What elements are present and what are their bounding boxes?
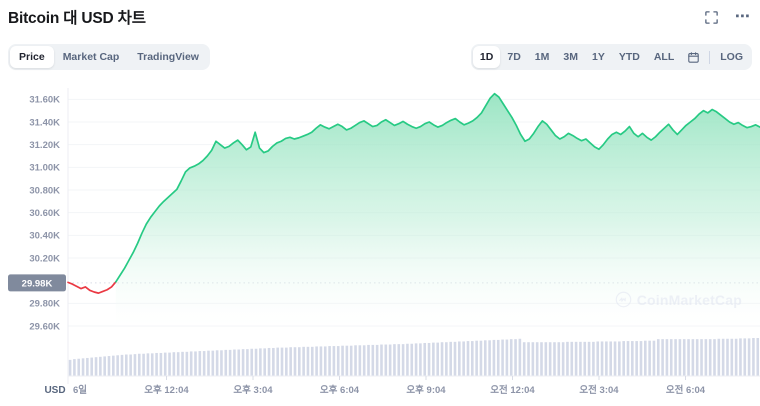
range-7d[interactable]: 7D — [507, 51, 521, 63]
price-area-fill — [115, 93, 760, 326]
expand-icon[interactable] — [702, 8, 720, 26]
log-scale-toggle[interactable]: LOG — [720, 51, 743, 63]
page-title: Bitcoin 대 USD 차트 — [8, 10, 146, 27]
svg-text:31.40K: 31.40K — [29, 117, 60, 128]
range-3m[interactable]: 3M — [563, 51, 578, 63]
svg-text:오전 6:04: 오전 6:04 — [666, 384, 706, 396]
y-axis-labels: 31.60K 31.40K 31.20K 31.00K 30.80K 30.60K 30.4… — [29, 95, 60, 333]
controls-divider — [709, 50, 711, 64]
svg-text:31.00K: 31.00K — [29, 163, 60, 174]
svg-text:오후 3:04: 오후 3:04 — [233, 384, 273, 396]
svg-text:오후 9:04: 오후 9:04 — [406, 384, 446, 396]
x-axis-labels: 6일 오후 12:04 오후 3:04 오후 6:04 오후 9:04 오전 12:04 오… — [73, 376, 706, 396]
svg-text:31.20K: 31.20K — [29, 140, 60, 151]
tab-price[interactable]: Price — [10, 46, 54, 68]
price-line — [67, 92, 760, 294]
svg-text:30.60K: 30.60K — [29, 208, 60, 219]
axis-currency-label: USD — [44, 385, 65, 396]
svg-text:30.80K: 30.80K — [29, 185, 60, 196]
range-1y[interactable]: 1Y — [591, 51, 605, 63]
svg-text:31.60K: 31.60K — [29, 95, 60, 106]
svg-text:USD: USD — [44, 385, 65, 396]
svg-text:오후 6:04: 오후 6:04 — [320, 384, 360, 396]
tab-tradingview[interactable]: TradingView — [137, 51, 199, 63]
svg-text:29.80K: 29.80K — [29, 299, 60, 310]
range-1d[interactable]: 1D — [472, 46, 501, 68]
svg-text:오전 3:04: 오전 3:04 — [579, 384, 619, 396]
current-price-badge: 29.98K — [8, 274, 66, 292]
range-ytd[interactable]: YTD — [618, 51, 640, 63]
svg-text:오전 12:04: 오전 12:04 — [490, 384, 535, 396]
svg-text:29.98K: 29.98K — [22, 278, 53, 289]
tab-market-cap[interactable]: Market Cap — [62, 51, 120, 63]
volume-bars — [68, 338, 760, 377]
chart-controls: Price Market Cap TradingView 1D 7D 1M 3M… — [0, 44, 760, 72]
range-all[interactable]: ALL — [653, 51, 675, 63]
range-tab-group: 1D 7D 1M 3M 1Y YTD ALL LOG — [470, 44, 752, 70]
svg-text:오후 12:04: 오후 12:04 — [144, 384, 189, 396]
widget-header: Bitcoin 대 USD 차트 ⋯ — [0, 0, 760, 36]
svg-text:6일: 6일 — [73, 384, 87, 396]
svg-text:30.20K: 30.20K — [29, 253, 60, 264]
view-tab-group: Price Market Cap TradingView — [8, 44, 210, 70]
chart-area: 31.60K 31.40K 31.20K 31.00K 30.80K 30.60K 30.4… — [0, 80, 760, 406]
header-actions: ⋯ — [702, 8, 752, 26]
svg-text:29.60K: 29.60K — [29, 321, 60, 332]
more-options-icon[interactable]: ⋯ — [734, 8, 752, 25]
range-1m[interactable]: 1M — [534, 51, 550, 63]
svg-text:30.40K: 30.40K — [29, 231, 60, 242]
calendar-icon[interactable] — [681, 46, 706, 68]
price-chart-svg[interactable]: 31.60K 31.40K 31.20K 31.00K 30.80K 30.60K 30.4… — [0, 80, 760, 406]
